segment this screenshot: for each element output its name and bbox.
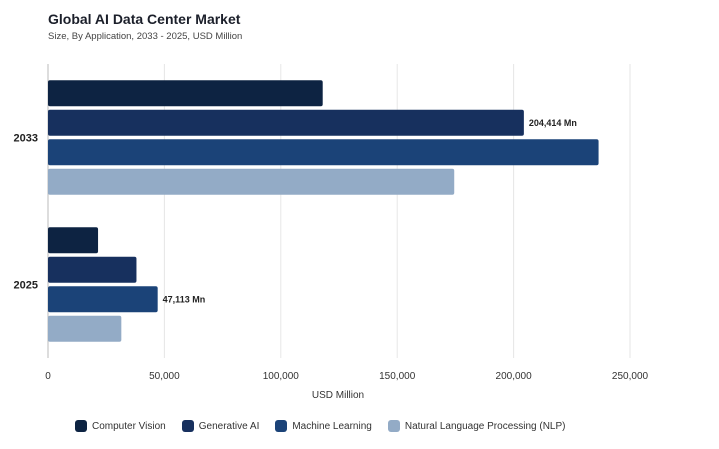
bar-generative-ai-2033 <box>48 109 524 136</box>
bar-machine-learning-2025 <box>48 286 158 313</box>
legend: Computer Vision Generative AI Machine Le… <box>75 420 566 432</box>
legend-swatch-machine-learning <box>275 420 288 432</box>
x-axis-title: USD Million <box>312 390 364 401</box>
x-tick-label: 250,000 <box>612 371 649 382</box>
legend-label-machine-learning: Machine Learning <box>292 420 372 432</box>
legend-label-computer-vision: Computer Vision <box>92 420 166 432</box>
x-tick-label: 100,000 <box>263 371 300 382</box>
bar-natural-language-processing-nlp-2033 <box>48 168 455 195</box>
chart-subtitle: Size, By Application, 2033 - 2025, USD M… <box>48 31 243 42</box>
bar-machine-learning-2033 <box>48 139 599 166</box>
bar-natural-language-processing-nlp-2025 <box>48 315 122 342</box>
x-tick-label: 0 <box>45 371 51 382</box>
data-label-generative-ai-2033: 204,414 Mn <box>529 118 577 128</box>
legend-swatch-computer-vision <box>75 420 87 432</box>
legend-item-machine-learning[interactable]: Machine Learning <box>275 420 372 432</box>
chart-title: Global AI Data Center Market <box>48 11 241 27</box>
legend-label-generative-ai: Generative AI <box>198 420 260 432</box>
x-tick-label: 200,000 <box>496 371 533 382</box>
legend-swatch-generative-ai <box>181 420 194 432</box>
bar-computer-vision-2025 <box>48 227 99 254</box>
category-label-2033: 2033 <box>14 133 38 145</box>
bar-computer-vision-2033 <box>48 80 323 107</box>
legend-item-computer-vision[interactable]: Computer Vision <box>75 420 166 432</box>
legend-label-nlp: Natural Language Processing (NLP) <box>404 420 566 432</box>
bar-chart: 0 50,000 100,000 150,000 200,000 250,000 2033 2… <box>14 64 649 401</box>
category-label-2025: 2025 <box>14 280 38 292</box>
data-label-machine-learning-2025: 47,113 Mn <box>163 294 206 304</box>
legend-swatch-nlp <box>387 420 400 432</box>
bar-generative-ai-2025 <box>48 256 137 283</box>
legend-item-nlp[interactable]: Natural Language Processing (NLP) <box>387 420 566 432</box>
legend-item-generative-ai[interactable]: Generative AI <box>181 420 260 432</box>
x-tick-label: 50,000 <box>149 371 180 382</box>
x-tick-label: 150,000 <box>379 371 416 382</box>
